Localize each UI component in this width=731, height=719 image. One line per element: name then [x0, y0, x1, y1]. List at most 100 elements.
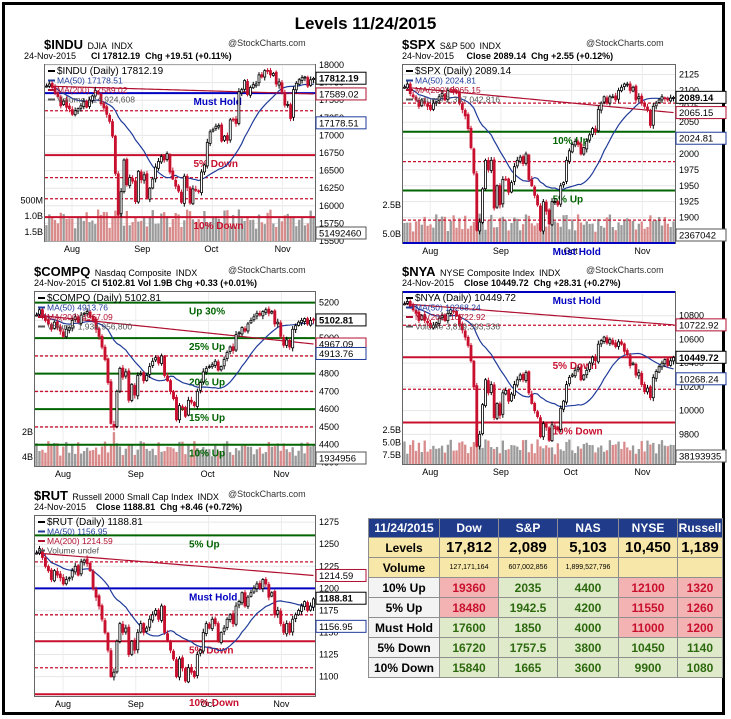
spx-volume-bar	[423, 216, 426, 243]
spx-volume-bar	[490, 214, 493, 243]
rut-candle-body	[195, 654, 199, 676]
rut-candle-body	[258, 582, 262, 589]
spx-volume-bar	[574, 230, 577, 243]
compq-volume-bar	[234, 448, 238, 466]
indu-volume-bar	[56, 223, 60, 241]
indu-volume-bar	[79, 216, 83, 241]
indu-legend-entry: MA(50) 17178.51	[57, 76, 123, 86]
spx-candle-body	[440, 93, 444, 97]
compq-volume-bar	[303, 453, 306, 466]
nya-volume-bar	[576, 446, 580, 464]
indu-volume-bar	[306, 223, 309, 241]
nya-volume-bar	[643, 451, 646, 464]
compq-watermark: @StockCharts.com	[228, 265, 306, 275]
compq-volume-bar	[294, 455, 297, 466]
indu-volume-bar	[211, 216, 215, 241]
nya-candle-body	[605, 337, 609, 344]
spx-candle-body	[622, 83, 626, 87]
spx-volume-bar	[452, 215, 455, 243]
rut-candle-body	[112, 671, 116, 678]
spx-volume-bar	[414, 221, 418, 243]
indu-volume-bar	[309, 210, 312, 241]
indu-candle-body	[208, 131, 212, 144]
indu-candle-body	[162, 155, 166, 161]
spx-volume-bar	[406, 222, 409, 243]
compq-volume-bar	[193, 441, 196, 466]
spx-volume-bar	[602, 227, 606, 243]
indu-candle-body	[248, 87, 252, 96]
nya-candle-body	[573, 369, 577, 377]
spx-change: Chg +2.55 (+0.12%)	[531, 51, 614, 61]
rut-y-tick-label: 1100	[319, 672, 338, 682]
indu-symbol: $INDU	[44, 37, 84, 52]
nya-volume-bar	[550, 447, 554, 464]
table-cell	[618, 557, 678, 578]
nya-value-tag-label: 10449.72	[679, 353, 719, 364]
indu-volume-tick-label: 500M	[20, 195, 43, 205]
spx-volume-bar	[591, 223, 594, 243]
nya-level-label: Must Hold	[553, 296, 601, 307]
nya-volume-bar	[620, 448, 623, 464]
spx-y-tick-label: 1975	[679, 165, 699, 175]
compq-candle-body	[189, 399, 193, 403]
spx-volume-bar	[588, 223, 591, 243]
spx-volume-bar	[484, 229, 487, 243]
nya-volume-bar	[527, 452, 531, 464]
nya-volume-bar	[585, 442, 588, 464]
compq-candle-body	[219, 366, 223, 371]
indu-candle-body	[211, 129, 215, 132]
indu-candle-body	[277, 81, 281, 86]
indu-volume-bar	[246, 217, 249, 241]
spx-candle-body	[643, 103, 647, 107]
rut-level-label: 5% Up	[189, 539, 220, 550]
rut-candle-body	[115, 640, 119, 673]
rut-candle-body	[198, 649, 202, 654]
indu-candle-body	[303, 76, 307, 79]
nya-volume-bar	[597, 447, 600, 464]
nya-candle-body	[501, 392, 505, 415]
spx-volume-bar	[628, 220, 632, 243]
compq-candle-body	[181, 406, 184, 409]
spx-volume-bar	[504, 220, 507, 243]
rut-candle-body	[225, 618, 229, 628]
indu-candle-body	[47, 83, 51, 87]
indu-volume-bar	[68, 218, 71, 241]
nya-value-tag	[675, 372, 727, 386]
compq-vol: Vol 1.9B	[137, 278, 173, 288]
nya-candle-body	[591, 356, 594, 364]
nya-candle-body	[489, 384, 493, 393]
nya-y-tick-label: 10200	[679, 382, 704, 392]
spx-legend-entry: MA(50) 2024.81	[415, 76, 476, 86]
nya-value-tag-label: 10268.24	[679, 374, 719, 385]
nya-candle-body	[478, 433, 482, 447]
table-cell: 1320	[677, 577, 723, 598]
indu-candle-body	[157, 161, 160, 169]
rut-exchange: INDX	[197, 492, 219, 502]
indu-volume-bar	[209, 222, 212, 241]
compq-candle-body	[270, 311, 274, 314]
compq-candle-body	[157, 357, 161, 364]
compq-candle-body	[121, 367, 125, 378]
indu-volume-bar	[231, 215, 235, 241]
table-cell: 16720	[439, 637, 499, 658]
spx-volume-bar	[458, 218, 461, 243]
table-cell: 1080	[677, 657, 723, 678]
spx-volume-bar	[417, 221, 421, 243]
nya-level-label: 10% Down	[553, 426, 603, 437]
rut-candle-body	[264, 579, 268, 585]
indu-volume-bar	[105, 212, 108, 241]
table-cell: 3800	[557, 637, 619, 658]
compq-volume-bar	[163, 451, 166, 466]
spx-candle-body	[620, 86, 623, 92]
compq-candle-body	[82, 312, 86, 315]
compq-candle-body	[291, 328, 295, 349]
table-cell: 4400	[557, 577, 619, 598]
nya-x-tick-label: Aug	[422, 467, 438, 477]
nya-candle-body	[565, 384, 568, 403]
compq-volume-bar	[240, 445, 244, 466]
spx-volume-bar	[655, 220, 658, 243]
compq-volume-bar	[71, 444, 74, 466]
compq-volume-bar	[237, 450, 241, 466]
nya-volume-bar	[579, 448, 583, 464]
indu-candle-body	[223, 135, 226, 141]
